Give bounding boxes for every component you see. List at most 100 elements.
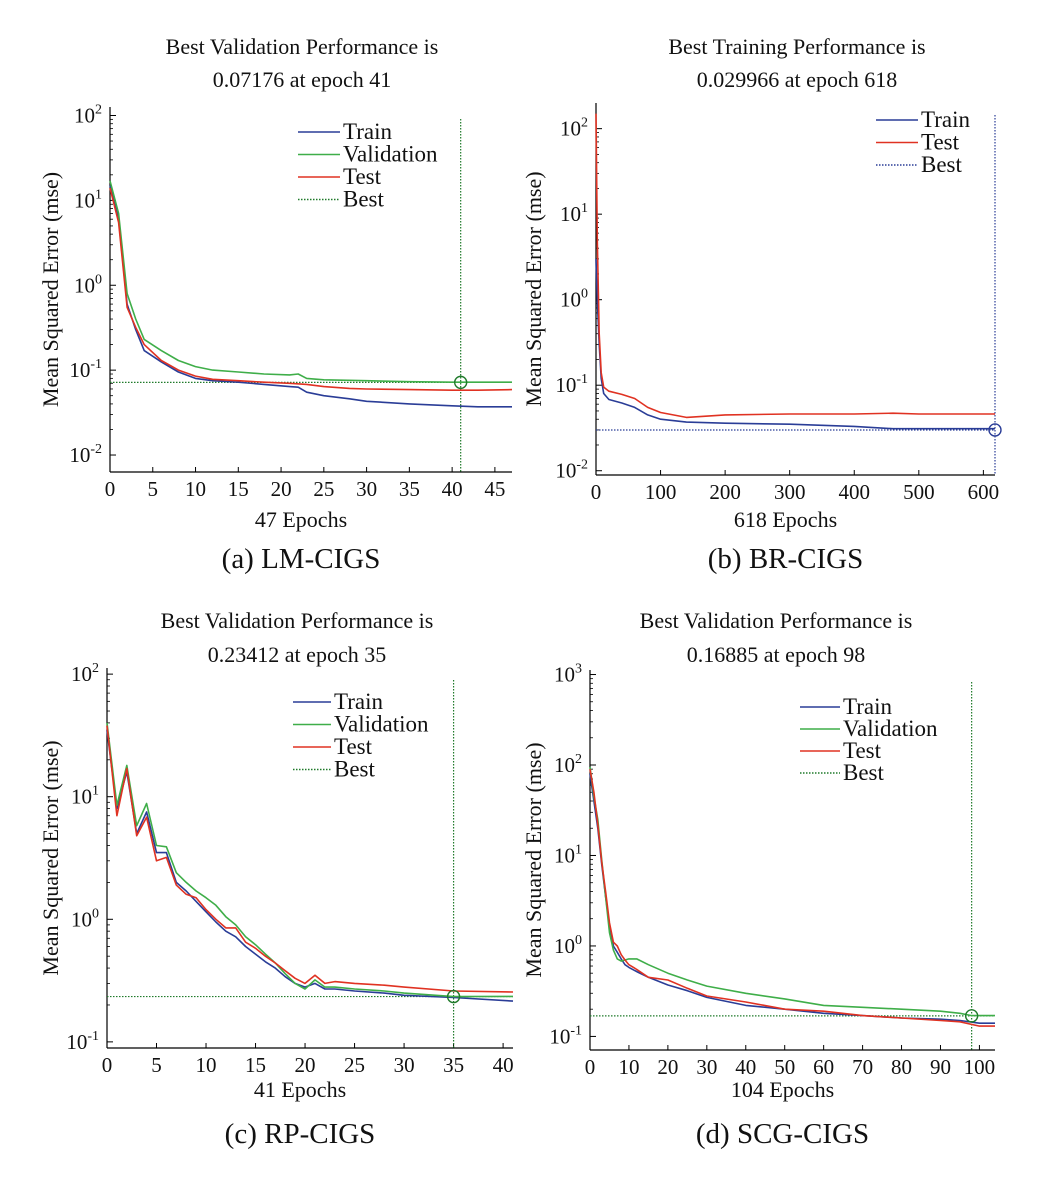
- x-tick-label: 20: [271, 477, 292, 501]
- y-tick-label: 101: [560, 201, 588, 226]
- x-tick-label: 30: [394, 1053, 415, 1077]
- chart-title-line1: Best Validation Performance is: [161, 608, 434, 633]
- y-tick-label: 102: [74, 102, 102, 127]
- y-tick-label: 10-1: [549, 1023, 582, 1048]
- x-axis-label: 618 Epochs: [734, 507, 837, 532]
- series-line-validation: [109, 180, 512, 384]
- x-tick-label: 50: [774, 1055, 795, 1079]
- chart-panel-1: Best Validation Performance is 0.07176 at…: [38, 34, 513, 575]
- legend-label-test: Test: [921, 130, 960, 155]
- chart-title-line2: 0.029966 at epoch 618: [697, 67, 897, 92]
- legend-label-validation: Validation: [343, 142, 438, 167]
- legend-label-train: Train: [843, 694, 892, 719]
- x-tick-label: 70: [852, 1055, 873, 1079]
- y-axis-label: Mean Squared Error (mse): [521, 742, 546, 977]
- x-tick-label: 300: [774, 480, 806, 504]
- series-line-validation: [106, 722, 514, 998]
- series-line-train: [106, 729, 514, 1002]
- panel-caption: (a) LM-CIGS: [222, 543, 381, 575]
- y-tick-label: 102: [71, 661, 99, 686]
- series-line-train: [109, 185, 512, 408]
- chart-panel-3: Best Validation Performance is 0.23412 at…: [38, 608, 514, 1150]
- x-tick-label: 5: [148, 477, 159, 501]
- x-tick-label: 10: [618, 1055, 639, 1079]
- x-tick-label: 25: [344, 1053, 365, 1077]
- y-tick-label: 10-1: [555, 372, 588, 397]
- series-line-train: [589, 773, 995, 1025]
- best-marker: [453, 375, 468, 390]
- x-tick-label: 100: [645, 480, 677, 504]
- x-tick-label: 40: [442, 477, 463, 501]
- y-tick-label: 10-1: [69, 357, 102, 382]
- x-axis-label: 41 Epochs: [254, 1077, 346, 1102]
- y-tick-label: 10-1: [66, 1029, 99, 1054]
- x-tick-label: 80: [891, 1055, 912, 1079]
- x-tick-label: 60: [813, 1055, 834, 1079]
- chart-title-line1: Best Validation Performance is: [640, 608, 913, 633]
- legend-label-train: Train: [334, 689, 383, 714]
- legend-label-validation: Validation: [843, 716, 938, 741]
- x-tick-label: 600: [968, 480, 1000, 504]
- x-tick-label: 25: [313, 477, 334, 501]
- x-tick-label: 0: [585, 1055, 596, 1079]
- legend-label-train: Train: [921, 107, 970, 132]
- x-tick-label: 0: [591, 480, 602, 504]
- best-marker: [988, 423, 1002, 437]
- y-tick-label: 102: [560, 116, 588, 141]
- y-tick-label: 10-2: [555, 458, 588, 483]
- x-tick-label: 200: [709, 480, 741, 504]
- chart-title-line2: 0.16885 at epoch 98: [687, 642, 865, 667]
- x-tick-label: 90: [930, 1055, 951, 1079]
- y-tick-label: 101: [554, 842, 582, 867]
- x-axis-label: 47 Epochs: [255, 507, 347, 532]
- y-tick-label: 100: [71, 906, 99, 931]
- series-line-test: [106, 725, 514, 993]
- x-tick-label: 45: [484, 477, 505, 501]
- chart-title-line2: 0.07176 at epoch 41: [213, 67, 391, 92]
- best-marker: [446, 989, 461, 1004]
- x-tick-label: 35: [399, 477, 420, 501]
- y-tick-label: 102: [554, 752, 582, 777]
- chart-title-line2: 0.23412 at epoch 35: [208, 642, 386, 667]
- x-tick-label: 20: [295, 1053, 316, 1077]
- x-tick-label: 20: [657, 1055, 678, 1079]
- x-tick-label: 100: [964, 1055, 996, 1079]
- chart-title-line1: Best Training Performance is: [668, 34, 925, 59]
- legend-label-test: Test: [843, 738, 882, 763]
- legend-label-train: Train: [343, 119, 392, 144]
- legend-label-best: Best: [343, 187, 385, 212]
- legend-label-best: Best: [334, 757, 376, 782]
- x-tick-label: 30: [696, 1055, 717, 1079]
- x-tick-label: 0: [105, 477, 116, 501]
- best-marker: [964, 1009, 979, 1023]
- y-tick-label: 10-2: [69, 442, 102, 467]
- x-tick-label: 40: [735, 1055, 756, 1079]
- y-axis-label: Mean Squared Error (mse): [521, 171, 546, 406]
- x-tick-label: 500: [903, 480, 935, 504]
- x-tick-label: 15: [228, 477, 249, 501]
- y-tick-label: 101: [71, 784, 99, 809]
- legend-label-test: Test: [334, 734, 373, 759]
- panel-caption: (c) RP-CIGS: [225, 1118, 376, 1150]
- legend-label-validation: Validation: [334, 712, 429, 737]
- series-line-test: [109, 187, 513, 392]
- chart-panel-4: Best Validation Performance is 0.16885 at…: [521, 608, 995, 1150]
- x-tick-label: 10: [196, 1053, 217, 1077]
- series-line-test: [589, 768, 995, 1027]
- y-axis-label: Mean Squared Error (mse): [38, 172, 63, 407]
- x-tick-label: 40: [493, 1053, 514, 1077]
- chart-title-line1: Best Validation Performance is: [166, 34, 439, 59]
- x-tick-label: 10: [185, 477, 206, 501]
- chart-panel-2: Best Training Performance is 0.029966 at …: [521, 34, 1002, 575]
- x-tick-label: 400: [839, 480, 871, 504]
- y-tick-label: 100: [74, 272, 102, 297]
- x-axis-label: 104 Epochs: [731, 1077, 834, 1102]
- y-axis-label: Mean Squared Error (mse): [38, 740, 63, 975]
- x-tick-label: 0: [102, 1053, 113, 1077]
- legend-label-best: Best: [921, 152, 963, 177]
- series-line-test: [595, 113, 995, 419]
- x-tick-label: 30: [356, 477, 377, 501]
- y-tick-label: 100: [560, 287, 588, 312]
- legend-label-best: Best: [843, 760, 885, 785]
